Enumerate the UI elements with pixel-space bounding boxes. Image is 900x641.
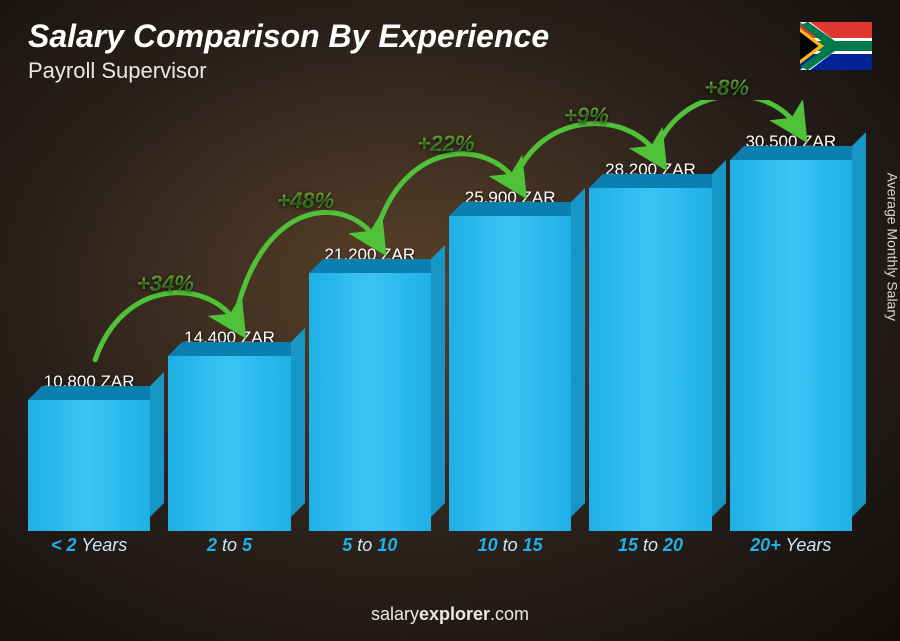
increase-percent-label: +9% [564,103,609,129]
bar-slot: 25,900 ZAR [449,100,571,531]
bar [309,273,431,531]
bar-category-label: 15 to 20 [589,535,711,563]
bar-slot: 10,800 ZAR [28,100,150,531]
increase-percent-label: +22% [418,131,475,157]
bar-category-label: < 2 Years [28,535,150,563]
bar-category-label: 2 to 5 [168,535,290,563]
increase-percent-label: +34% [137,271,194,297]
bar-slot: 14,400 ZAR [168,100,290,531]
bar-category-label: 5 to 10 [309,535,431,563]
chart-area: 10,800 ZAR14,400 ZAR21,200 ZAR25,900 ZAR… [28,100,852,563]
increase-percent-label: +48% [277,188,334,214]
bars-container: 10,800 ZAR14,400 ZAR21,200 ZAR25,900 ZAR… [28,100,852,531]
bar-category-label: 10 to 15 [449,535,571,563]
labels-container: < 2 Years 2 to 5 5 to 10 10 to 15 15 to 20 20… [28,535,852,563]
chart-title: Salary Comparison By Experience [28,18,549,55]
bar-slot: 21,200 ZAR [309,100,431,531]
bar-slot: 30,500 ZAR [730,100,852,531]
y-axis-label: Average Monthly Salary [884,172,900,320]
footer-suffix: .com [490,604,529,624]
south-africa-flag-icon [800,22,872,70]
footer-prefix: salary [371,604,419,624]
bar [449,216,571,531]
increase-percent-label: +8% [704,75,749,101]
bar-category-label: 20+ Years [730,535,852,563]
chart-subtitle: Payroll Supervisor [28,58,207,84]
bar-slot: 28,200 ZAR [589,100,711,531]
bar [730,160,852,531]
bar [589,188,711,531]
bar [168,356,290,531]
footer-attribution: salaryexplorer.com [0,604,900,625]
bar [28,400,150,531]
footer-bold: explorer [419,604,490,624]
